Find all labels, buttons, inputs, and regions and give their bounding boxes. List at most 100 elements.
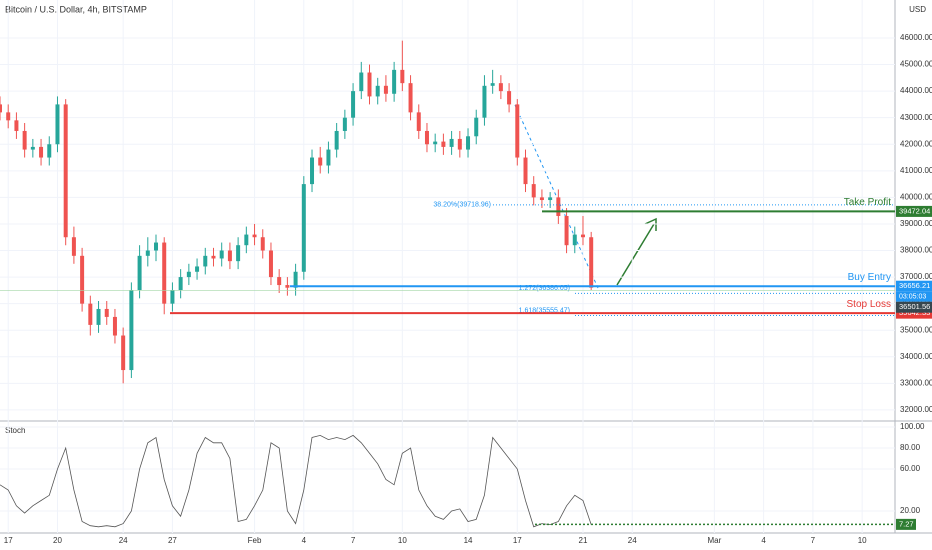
- candle-body: [47, 144, 52, 158]
- candle-body: [80, 255, 85, 304]
- candle-body: [466, 136, 471, 150]
- candle-body: [252, 234, 257, 238]
- countdown-tag: [896, 291, 932, 302]
- candle-body: [523, 157, 528, 185]
- candle-body: [310, 157, 315, 185]
- stoch-line: [0, 434, 592, 528]
- y-tick-label: 20.00: [900, 506, 921, 515]
- candle-body: [30, 146, 35, 150]
- chart-title: Bitcoin / U.S. Dollar, 4h, BITSTAMP: [5, 4, 147, 14]
- candle-body: [268, 250, 273, 278]
- forecast-arrow-head: [644, 217, 657, 231]
- last-price-label: 36501.56: [899, 302, 930, 311]
- candle-body: [71, 237, 76, 256]
- candle-body: [96, 308, 101, 325]
- candle-body: [449, 138, 454, 147]
- candle-body: [531, 184, 536, 198]
- candle-body: [564, 215, 569, 246]
- candle-body: [515, 104, 520, 158]
- countdown-label: 03:05:03: [899, 294, 926, 301]
- price-tag: [896, 307, 932, 319]
- level-label: Take Profit: [844, 197, 891, 208]
- candle-body: [14, 120, 19, 131]
- candle-body: [22, 130, 27, 150]
- candle-body: [539, 197, 544, 201]
- candle-body: [408, 83, 413, 113]
- y-tick-label: 44000.00: [900, 86, 932, 95]
- y-tick-label: 42000.00: [900, 139, 932, 148]
- y-tick-label: 80.00: [900, 443, 921, 452]
- y-tick-label: 38000.00: [900, 246, 932, 255]
- candle-body: [556, 197, 561, 216]
- candle-body: [482, 85, 487, 118]
- candle-body: [244, 234, 249, 246]
- candle-body: [589, 237, 594, 288]
- candle-body: [400, 69, 405, 84]
- last-price-tag: [896, 301, 932, 313]
- candle-body: [145, 250, 150, 256]
- fib-level-label: 38.20%(39718.96): [433, 202, 491, 209]
- candle-body: [334, 130, 339, 150]
- candle-body: [129, 290, 134, 371]
- candle-body: [301, 184, 306, 272]
- candle-body: [178, 277, 183, 291]
- candle-body: [203, 255, 208, 267]
- stoch-last-tag: [896, 518, 916, 530]
- price-tag-label: 39472.04: [899, 206, 930, 215]
- x-tick-label: 4: [302, 536, 307, 545]
- y-tick-label: 39000.00: [900, 219, 932, 228]
- indicator-name: Stoch: [5, 426, 25, 435]
- candle-body: [121, 335, 126, 371]
- y-tick-label: 100.00: [900, 422, 925, 431]
- y-tick-label: 60.00: [900, 464, 921, 473]
- candle-body: [0, 104, 2, 113]
- candle-body: [260, 237, 265, 251]
- candle-body: [236, 245, 241, 262]
- y-tick-label: 37000.00: [900, 272, 932, 281]
- candle-body: [498, 83, 503, 92]
- x-tick-label: 24: [119, 536, 128, 545]
- candle-body: [227, 250, 232, 262]
- y-tick-label: 46000.00: [900, 33, 932, 42]
- candle-body: [359, 72, 364, 92]
- candle-body: [318, 157, 323, 166]
- x-tick-label: 17: [513, 536, 522, 545]
- level-label: Buy Entry: [848, 272, 891, 283]
- x-tick-label: 27: [168, 536, 177, 545]
- candle-body: [548, 197, 553, 201]
- price-tag-label: 36656.21: [899, 281, 930, 290]
- y-tick-label: 43000.00: [900, 113, 932, 122]
- candle-body: [580, 234, 585, 238]
- candle-body: [112, 316, 117, 336]
- x-tick-label: 21: [579, 536, 588, 545]
- candle-body: [88, 303, 93, 325]
- candle-body: [367, 72, 372, 97]
- x-tick-label: Mar: [707, 536, 721, 545]
- y-tick-label: 33000.00: [900, 378, 932, 387]
- candle-body: [63, 104, 68, 238]
- x-tick-label: 10: [398, 536, 407, 545]
- candle-body: [351, 91, 356, 118]
- x-tick-label: 20: [53, 536, 62, 545]
- candle-body: [55, 104, 60, 145]
- candle-body: [441, 141, 446, 147]
- candle-body: [104, 308, 109, 317]
- candle-body: [219, 250, 224, 259]
- candle-body: [326, 149, 331, 166]
- candle-body: [383, 85, 388, 94]
- candle-body: [433, 141, 438, 145]
- candle-body: [154, 242, 159, 251]
- price-tag: [896, 280, 932, 292]
- candle-body: [490, 83, 495, 86]
- forecast-arrow: [616, 223, 655, 286]
- stoch-last-label: 7.27: [899, 519, 914, 528]
- candle-body: [39, 146, 44, 158]
- candle-body: [285, 285, 290, 288]
- candle-body: [211, 255, 216, 259]
- x-tick-label: 17: [4, 536, 13, 545]
- candle-body: [342, 117, 347, 131]
- x-tick-label: 4: [761, 536, 766, 545]
- candle-body: [277, 277, 282, 286]
